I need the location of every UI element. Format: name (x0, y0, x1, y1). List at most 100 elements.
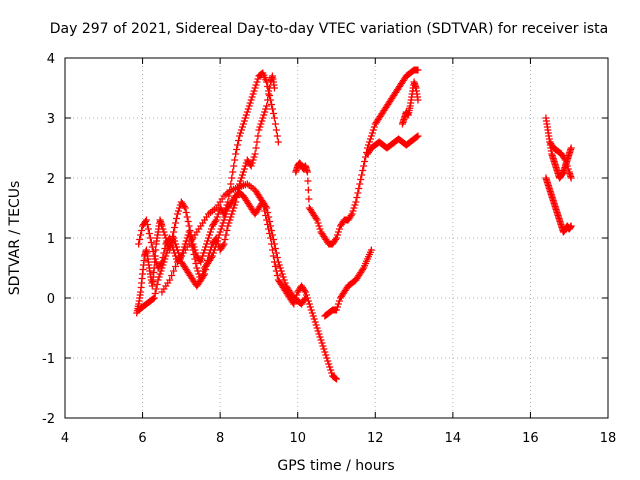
data-point-marker (302, 291, 310, 299)
data-point-marker (311, 318, 319, 326)
data-point-marker (256, 123, 264, 131)
data-point-marker (229, 168, 237, 176)
data-point-marker (144, 225, 152, 233)
data-point-marker (183, 213, 191, 221)
x-tick-label: 10 (289, 431, 306, 446)
data-point-marker (267, 222, 275, 230)
data-point-marker (228, 174, 236, 182)
data-point-marker (275, 261, 283, 269)
data-point-marker (352, 198, 360, 206)
series-track-2 (135, 72, 278, 284)
data-point-marker (335, 225, 343, 233)
data-point-marker (278, 270, 286, 278)
data-point-marker (151, 255, 159, 263)
data-point-marker (367, 132, 375, 140)
data-point-marker (361, 158, 369, 165)
data-point-marker (247, 96, 255, 104)
data-point-marker (219, 242, 227, 249)
data-point-marker (221, 236, 229, 243)
data-point-marker (171, 237, 179, 245)
data-point-marker (210, 246, 218, 254)
data-point-marker (301, 296, 309, 303)
data-point-marker (142, 216, 150, 224)
data-point-marker (333, 303, 341, 311)
data-point-marker (290, 300, 298, 308)
data-point-marker (562, 159, 570, 167)
data-point-marker (273, 132, 281, 140)
data-point-marker (353, 194, 361, 201)
data-point-marker (252, 144, 260, 152)
data-point-marker (359, 266, 367, 273)
data-point-marker (323, 354, 331, 362)
data-point-marker (207, 225, 215, 233)
data-point-marker (325, 360, 333, 368)
data-point-marker (335, 297, 343, 305)
data-point-marker (189, 246, 197, 254)
data-point-marker (326, 363, 334, 371)
data-point-marker (145, 230, 153, 237)
data-point-marker (332, 374, 340, 382)
data-point-marker (182, 209, 190, 216)
data-point-marker (277, 267, 285, 275)
data-point-marker (211, 243, 219, 251)
data-point-marker (163, 249, 171, 257)
data-point-marker (137, 231, 145, 239)
data-point-marker (315, 330, 323, 338)
data-point-marker (561, 156, 569, 164)
data-point-marker (333, 306, 340, 314)
data-point-marker (253, 138, 261, 146)
data-point-marker (206, 228, 214, 236)
data-point-marker (333, 234, 340, 242)
data-point-marker (161, 255, 169, 263)
data-point-marker (312, 321, 320, 329)
data-point-marker (212, 216, 220, 224)
data-point-marker (274, 138, 282, 146)
data-point-marker (264, 96, 272, 104)
data-point-marker (265, 213, 273, 221)
data-point-marker (304, 186, 312, 194)
data-point-marker (313, 324, 321, 332)
data-point-marker (262, 203, 270, 210)
data-point-marker (199, 270, 207, 278)
data-point-marker (367, 246, 375, 254)
data-point-marker (334, 300, 342, 308)
data-point-marker (173, 215, 181, 222)
data-point-marker (355, 185, 363, 192)
data-point-marker (563, 162, 571, 170)
data-point-marker (358, 171, 366, 179)
data-point-marker (332, 236, 340, 243)
data-point-marker (273, 254, 281, 261)
data-point-marker (173, 246, 181, 254)
data-point-marker (236, 132, 244, 140)
data-point-marker (170, 228, 178, 236)
data-point-marker (241, 114, 249, 122)
data-point-marker (304, 177, 312, 185)
data-point-marker (220, 216, 228, 224)
data-point-marker (172, 219, 180, 227)
data-point-marker (239, 168, 247, 176)
data-point-marker (192, 260, 200, 267)
data-point-marker (348, 210, 356, 218)
data-point-marker (265, 90, 273, 98)
data-point-marker (222, 231, 230, 239)
x-tick-label: 14 (445, 431, 462, 446)
data-point-marker (357, 176, 365, 183)
data-point-marker (234, 141, 242, 149)
data-point-marker (238, 171, 246, 179)
data-point-marker (314, 327, 322, 335)
data-point-marker (238, 123, 246, 131)
data-point-marker (233, 146, 241, 153)
data-point-marker (276, 264, 284, 272)
data-point-marker (221, 213, 229, 221)
series-track-4 (158, 180, 309, 308)
data-point-marker (370, 123, 378, 131)
data-point-marker (257, 120, 265, 128)
data-point-marker (246, 99, 254, 107)
x-axis-label: GPS time / hours (277, 458, 394, 474)
data-point-marker (217, 225, 225, 233)
data-point-marker (207, 254, 215, 261)
data-point-marker (268, 101, 276, 108)
data-point-marker (242, 111, 250, 119)
data-point-marker (314, 219, 322, 227)
